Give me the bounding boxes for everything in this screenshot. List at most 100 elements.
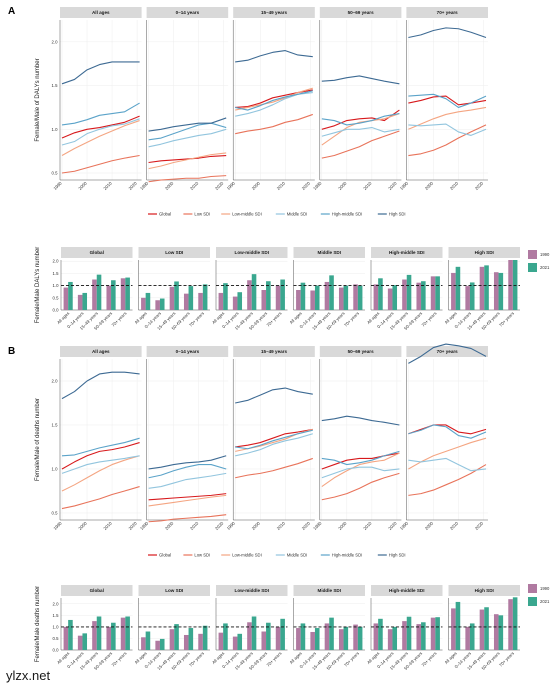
facet-all-ages: All ages0.51.01.52.01990 2000 2010 2020 — [52, 346, 142, 531]
plot-panel — [320, 359, 402, 520]
x-tick-label: 70+ years — [421, 311, 438, 328]
legend-item-2021: 2021 — [528, 597, 550, 606]
bar-2021 — [223, 283, 228, 310]
x-tick-label: 2000 — [424, 520, 435, 531]
bar-2021 — [252, 616, 257, 650]
y-axis-label: Female/Male of DALYs number — [35, 58, 41, 141]
x-tick-label: 2020 — [301, 520, 312, 531]
legend-item-1990: 1990 — [528, 250, 550, 259]
bar-1990 — [233, 297, 238, 310]
facet-high-middle-sdi: High-middle SDIAll ages0–14 years15–49 y… — [366, 585, 442, 671]
bar-1990 — [388, 289, 393, 310]
x-tick-label: 2020 — [128, 520, 139, 531]
x-tick-label: 70+ years — [498, 311, 515, 328]
facet-50-69-years: 50–69 years1990 2000 2010 2020 — [312, 7, 401, 191]
bar-2021 — [456, 602, 461, 650]
bar-2021 — [484, 265, 489, 310]
facet-title: High SDI — [475, 588, 494, 593]
y-tick-label: 0.5 — [52, 171, 59, 176]
bar-2021 — [513, 597, 518, 650]
bar-1990 — [64, 288, 69, 310]
x-tick-label: 2010 — [449, 180, 460, 191]
y-tick-label: 2.0 — [53, 259, 60, 264]
bar-1990 — [416, 283, 421, 310]
bar-1990 — [155, 300, 160, 310]
bar-1990 — [219, 293, 224, 310]
legend-swatch — [528, 250, 537, 259]
bar-2021 — [252, 274, 257, 310]
legend-item-low-sdi: Low SDI — [183, 212, 210, 217]
bar-1990 — [92, 621, 97, 650]
bar-2021 — [470, 623, 475, 650]
x-tick-label: 2010 — [189, 520, 200, 531]
legend-item-low-middle-sdi: Low-middle SDI — [221, 212, 262, 217]
x-tick-label: 2000 — [337, 520, 348, 531]
y-tick-label: 2.0 — [52, 378, 59, 383]
facet-all-ages: All ages0.51.01.52.01990 2000 2010 2020 — [52, 7, 142, 191]
bar-1990 — [78, 636, 83, 650]
legend-label: 1990 — [540, 252, 550, 257]
bar-2021 — [392, 627, 397, 650]
bar-2021 — [301, 283, 306, 310]
bar-2021 — [160, 639, 165, 650]
bar-2021 — [146, 632, 151, 650]
bar-1990 — [247, 280, 252, 310]
bar-1990 — [78, 295, 83, 310]
legend-swatch — [528, 597, 537, 606]
y-tick-label: 1.0 — [53, 624, 60, 629]
legend-label: 2021 — [540, 265, 550, 270]
x-tick-label: 2020 — [214, 520, 225, 531]
facet-title: Global — [90, 588, 104, 593]
facet-title: Low SDI — [165, 250, 183, 255]
bar-1990 — [92, 280, 97, 310]
bar-1990 — [431, 276, 436, 310]
x-tick-label: 1990 — [52, 520, 63, 531]
bar-1990 — [402, 621, 407, 650]
line-chart-0: Female/Male of DALYs number All ages0.51.… — [35, 7, 488, 217]
facet-title: Low SDI — [165, 588, 183, 593]
legend-item-high-sdi: High SDI — [378, 212, 406, 217]
y-tick-label: 1.5 — [53, 271, 60, 276]
bar-1990 — [247, 622, 252, 650]
bar-2021 — [329, 275, 334, 310]
x-tick-label: 2020 — [474, 180, 485, 191]
bar-2021 — [358, 286, 363, 310]
plot-panel — [406, 359, 488, 520]
facet-title: Middle SDI — [318, 588, 341, 593]
legend-item-low-sdi: Low SDI — [183, 553, 210, 558]
facet-title: Global — [90, 250, 104, 255]
x-tick-label: 2020 — [128, 180, 139, 191]
bar-1990 — [451, 273, 456, 310]
bar-2021 — [146, 293, 151, 310]
x-tick-label: 70+ years — [111, 311, 128, 328]
bar-2021 — [378, 619, 383, 650]
facet-15-49-years: 15–49 years 1990 2000 2010 2020 — [226, 7, 315, 191]
x-tick-label: 1990 — [226, 520, 237, 531]
bar-1990 — [170, 287, 175, 310]
legend-label: 2021 — [540, 599, 550, 604]
facet-title: 15–49 years — [261, 349, 288, 354]
facet-title: High SDI — [475, 250, 494, 255]
bar-1990 — [141, 637, 146, 650]
facet-low-sdi: Low SDIAll ages0–14 years15–49 years50–6… — [134, 585, 210, 671]
x-tick-label: 2000 — [251, 180, 262, 191]
bar-1990 — [233, 637, 238, 650]
legend: Global Low SDI Low-middle SDI Middle SDI Hig… — [148, 212, 406, 217]
bar-1990 — [296, 628, 301, 650]
plot-panel — [60, 20, 142, 180]
y-tick-label: 1.5 — [53, 613, 60, 618]
bar-2021 — [301, 623, 306, 650]
bar-2021 — [111, 280, 116, 310]
bar-1990 — [198, 293, 203, 310]
facet-low-sdi: Low SDIAll ages0–14 years15–49 years50–6… — [134, 247, 210, 331]
watermark: ylzx.net — [6, 668, 50, 683]
bar-2021 — [68, 620, 73, 650]
x-tick-label: 2020 — [474, 520, 485, 531]
x-tick-label: 2010 — [102, 520, 113, 531]
x-tick-label: 2000 — [251, 520, 262, 531]
legend-label: High-middle SDI — [332, 553, 363, 558]
x-tick-label: 2000 — [164, 520, 175, 531]
